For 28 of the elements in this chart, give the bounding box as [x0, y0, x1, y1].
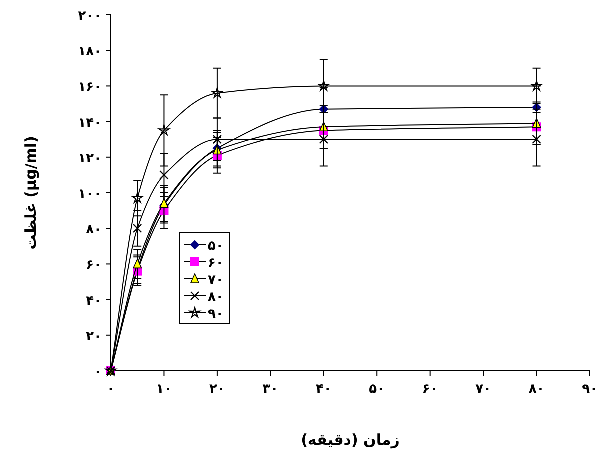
y-tick-label: ۱۴۰ [78, 116, 102, 131]
legend-label: ۷۰ [208, 273, 224, 288]
y-tick-label: ۰ [94, 365, 102, 380]
x-tick-label: ۴۰ [316, 382, 332, 397]
y-tick-label: ۱۲۰ [78, 151, 102, 166]
legend-label: ۶۰ [208, 256, 224, 271]
y-axis-title: غلظت (μg/ml) [22, 136, 40, 250]
x-tick-label: ۳۰ [262, 382, 279, 397]
x-tick-label: ۹۰ [582, 382, 598, 397]
y-tick-label: ۸۰ [86, 222, 102, 238]
x-tick-label: ۱۰ [156, 382, 172, 397]
y-tick-label: ۲۰۰ [78, 9, 102, 24]
y-tick-label: ۱۰۰ [78, 187, 102, 202]
y-tick-label: ۴۰ [86, 294, 102, 309]
legend-label: ۵۰ [208, 239, 224, 254]
x-tick-label: ۸۰ [528, 382, 545, 397]
y-tick-label: ۱۶۰ [78, 80, 102, 96]
x-tick-label: ۷۰ [476, 382, 492, 397]
y-tick-label: ۶۰ [86, 258, 102, 274]
y-tick-label: ۱۸۰ [78, 44, 102, 60]
y-tick-label: ۲۰ [86, 329, 102, 344]
x-axis-title: زمان (دقیقه) [301, 431, 400, 449]
x-tick-label: ۶۰ [422, 382, 438, 397]
x-tick-label: ۲۰ [210, 382, 226, 397]
x-tick-label: ۵۰ [369, 382, 386, 397]
x-tick-label: ۰ [107, 382, 115, 397]
legend-label: ۸۰ [208, 290, 224, 305]
legend-label: ۹۰ [208, 307, 224, 322]
